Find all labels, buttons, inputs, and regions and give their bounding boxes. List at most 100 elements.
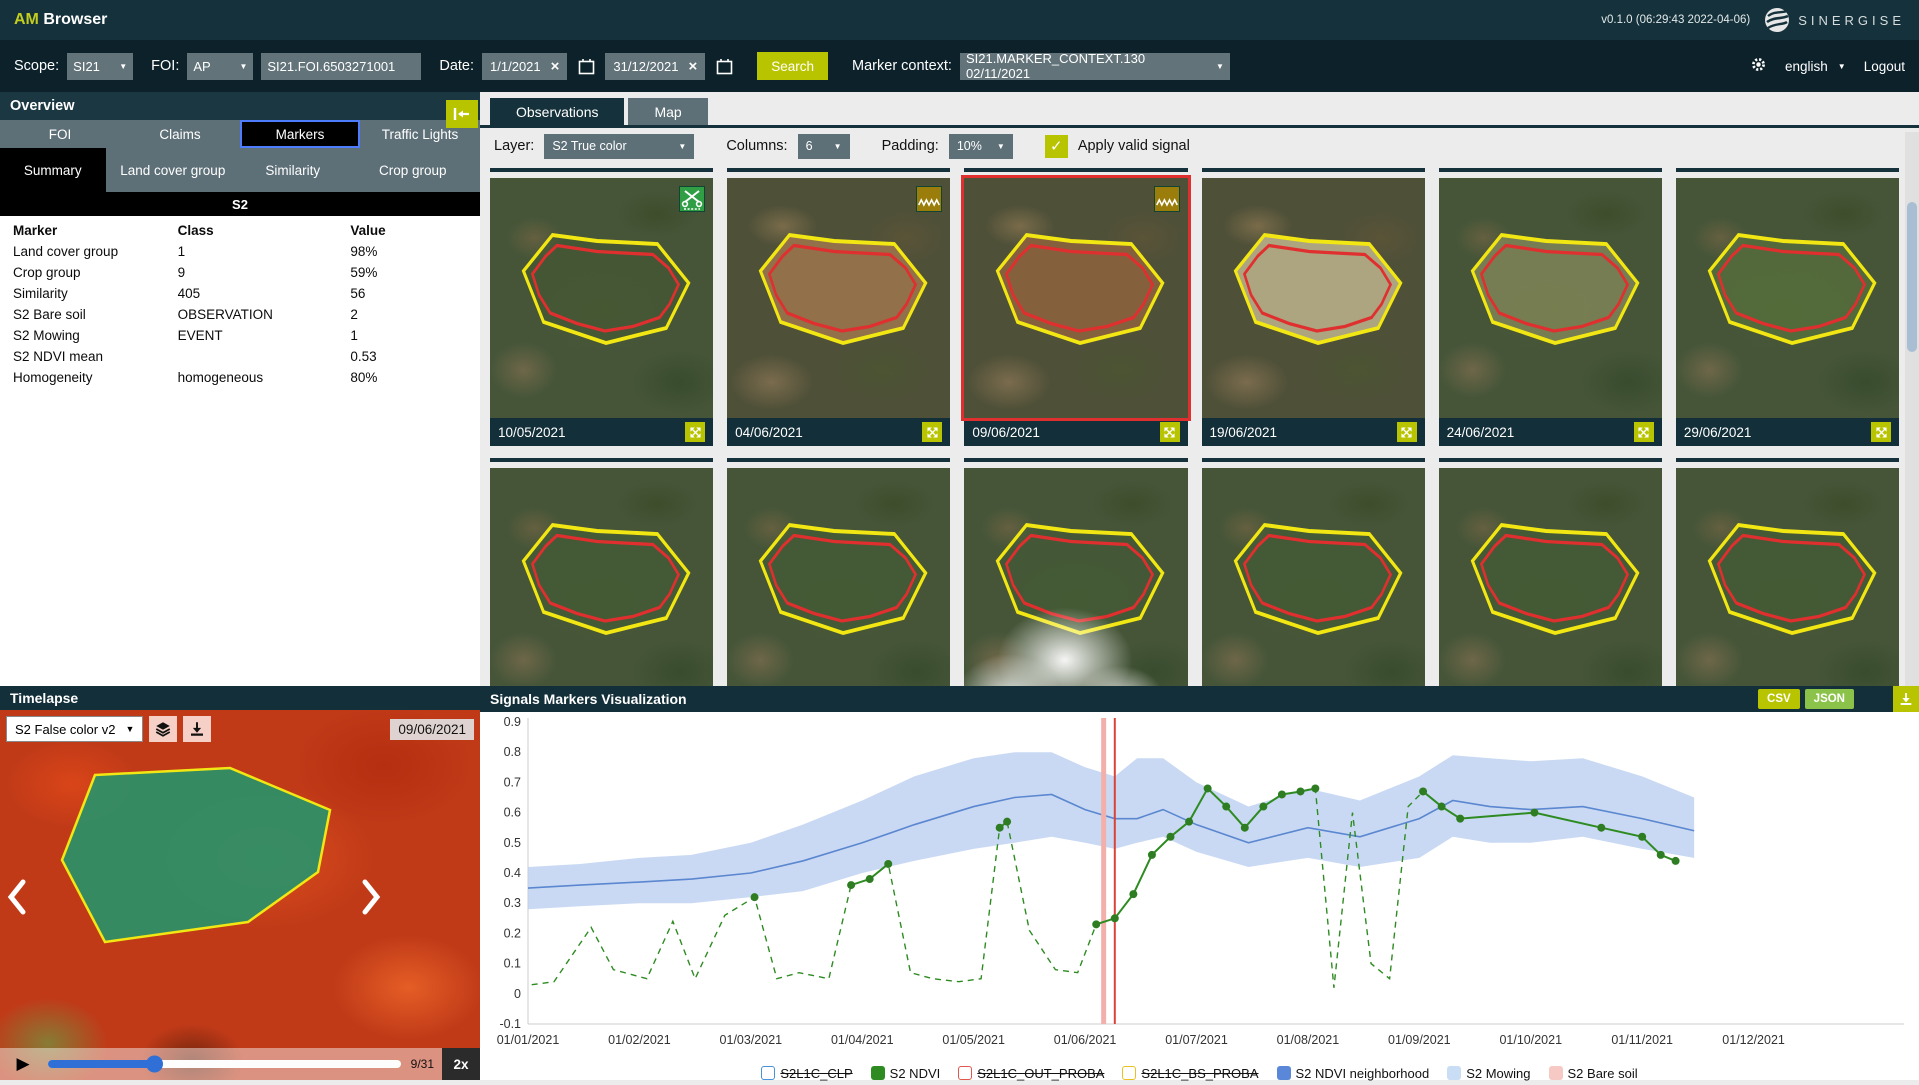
sidebar-subtab-crop-group[interactable]: Crop group: [379, 162, 447, 178]
signals-title: Signals Markers Visualization: [490, 691, 687, 707]
layers-icon[interactable]: [149, 716, 178, 742]
ndvi-observation-dot: [865, 875, 874, 884]
table-header-value: Value: [350, 223, 386, 238]
observation-tile[interactable]: [727, 458, 951, 686]
observation-tile[interactable]: 24/06/2021: [1438, 168, 1662, 446]
expand-tile-button[interactable]: [1159, 422, 1180, 442]
ndvi-observation-dot: [1110, 914, 1119, 923]
next-frame-arrow[interactable]: [358, 877, 384, 917]
play-button[interactable]: ▶: [8, 1054, 38, 1074]
table-row: Homogeneity homogeneous 80%: [0, 367, 480, 388]
date-from-input[interactable]: 1/1/2021 ×: [482, 52, 568, 80]
observation-tile[interactable]: [964, 458, 1188, 686]
clear-date-to-icon[interactable]: ×: [688, 57, 698, 75]
date-to-input[interactable]: 31/12/2021 ×: [605, 52, 706, 80]
field-polygon: [60, 766, 332, 944]
json-export-button[interactable]: JSON: [1804, 689, 1854, 709]
sidebar-subtab-land-cover-group[interactable]: Land cover group: [120, 162, 226, 178]
playback-speed-button[interactable]: 2x: [442, 1048, 480, 1080]
foi-id-input[interactable]: SI21.FOI.6503271001: [261, 52, 422, 80]
sidebar-tab-traffic-lights[interactable]: Traffic Lights: [381, 126, 459, 142]
download-icon[interactable]: [183, 716, 212, 742]
calendar-icon[interactable]: [575, 55, 597, 77]
satellite-image[interactable]: [1675, 178, 1899, 418]
satellite-image[interactable]: [490, 178, 714, 418]
slider-thumb[interactable]: [145, 1055, 163, 1073]
marker-context-label: Marker context:: [852, 58, 952, 74]
tile-top-indicator: [964, 458, 1188, 462]
x-tick-label: 01/08/2021: [1277, 1033, 1340, 1047]
observation-tile[interactable]: [1438, 458, 1662, 686]
ndvi-observation-dot: [995, 823, 1004, 832]
columns-value: 6: [805, 139, 813, 153]
satellite-image[interactable]: [727, 178, 951, 418]
legend-item-s2-ndvi[interactable]: S2 NDVI: [870, 1066, 940, 1081]
satellite-image[interactable]: [964, 468, 1188, 686]
expand-tile-button[interactable]: [1871, 422, 1891, 442]
tab-observations[interactable]: Observations: [490, 98, 625, 125]
scope-select[interactable]: SI21 ▼: [67, 52, 134, 80]
satellite-image[interactable]: [1438, 468, 1662, 686]
search-button[interactable]: Search: [757, 52, 829, 80]
foi-type-select[interactable]: AP ▼: [187, 52, 254, 80]
calendar-icon[interactable]: [713, 55, 735, 77]
sidebar-subtab-summary[interactable]: Summary: [0, 148, 106, 192]
sidebar-tab-markers[interactable]: Markers: [240, 120, 360, 148]
satellite-image[interactable]: [1201, 468, 1425, 686]
foi-id-value: SI21.FOI.6503271001: [267, 58, 396, 74]
marker-context-select[interactable]: SI21.MARKER_CONTEXT.130 02/11/2021 ▼: [959, 51, 1230, 81]
legend-item-s2l1c-out-proba[interactable]: S2L1C_OUT_PROBA: [958, 1066, 1104, 1081]
scrollbar-thumb[interactable]: [1907, 202, 1917, 352]
tile-date: 04/06/2021: [735, 424, 803, 440]
collapse-sidebar-button[interactable]: [446, 100, 478, 128]
observation-tile[interactable]: [1201, 458, 1425, 686]
timelapse-slider[interactable]: [48, 1055, 401, 1073]
expand-tile-button[interactable]: [1396, 422, 1417, 442]
mowing-event-icon: [679, 186, 706, 212]
observation-tile[interactable]: 09/06/2021: [961, 168, 1191, 446]
legend-item-s2-ndvi-neighborhood[interactable]: S2 NDVI neighborhood: [1276, 1066, 1429, 1081]
sidebar-tab-foi[interactable]: FOI: [48, 126, 72, 142]
observation-tile[interactable]: [490, 458, 714, 686]
sinergise-logo-icon: [1765, 8, 1790, 32]
columns-select[interactable]: 6 ▼: [797, 133, 850, 159]
legend-swatch: [1122, 1066, 1137, 1080]
previous-frame-arrow[interactable]: [4, 877, 30, 917]
satellite-image[interactable]: [961, 175, 1191, 421]
observation-tile[interactable]: 04/06/2021: [727, 168, 951, 446]
clear-date-from-icon[interactable]: ×: [550, 57, 560, 75]
settings-gear-icon[interactable]: [1750, 56, 1767, 76]
satellite-image[interactable]: [1201, 178, 1425, 418]
padding-select[interactable]: 10% ▼: [948, 133, 1013, 159]
expand-tile-button[interactable]: [922, 422, 943, 442]
expand-tile-button[interactable]: [1633, 422, 1654, 442]
language-select[interactable]: english ▼: [1785, 59, 1846, 74]
tab-map[interactable]: Map: [628, 98, 708, 125]
observation-tile[interactable]: 29/06/2021: [1675, 168, 1899, 446]
satellite-image[interactable]: [727, 468, 951, 686]
expand-tile-button[interactable]: [685, 422, 706, 442]
satellite-image[interactable]: [490, 468, 714, 686]
layer-select[interactable]: S2 True color ▼: [544, 133, 695, 159]
logout-button[interactable]: Logout: [1863, 58, 1905, 74]
observation-tile[interactable]: [1675, 458, 1899, 686]
sidebar-subtab-similarity[interactable]: Similarity: [265, 162, 321, 178]
tile-top-indicator: [1201, 458, 1425, 462]
legend-item-s2-bare-soil[interactable]: S2 Bare soil: [1548, 1066, 1638, 1081]
apply-valid-signal-checkbox[interactable]: ✓: [1044, 134, 1068, 158]
sinergise-logo: SINERGISE: [1764, 7, 1905, 33]
layer-value: S2 True color: [552, 139, 627, 153]
ndvi-observation-dot: [1129, 890, 1138, 899]
legend-item-s2l1c-bs-proba[interactable]: S2L1C_BS_PROBA: [1122, 1066, 1259, 1081]
observation-tile[interactable]: 19/06/2021: [1201, 168, 1425, 446]
sidebar-tab-claims[interactable]: Claims: [159, 126, 201, 142]
observation-tile[interactable]: 10/05/2021: [490, 168, 714, 446]
legend-item-s2-mowing[interactable]: S2 Mowing: [1447, 1066, 1531, 1081]
satellite-image[interactable]: [1675, 468, 1899, 686]
download-chart-button[interactable]: [1893, 686, 1919, 712]
timelapse-layer-select[interactable]: S2 False color v2 ▼: [6, 716, 144, 742]
csv-export-button[interactable]: CSV: [1758, 689, 1800, 709]
satellite-image[interactable]: [1438, 178, 1662, 418]
legend-item-s2l1c-clp[interactable]: S2L1C_CLP: [761, 1066, 853, 1081]
scrollbar-track[interactable]: [1905, 132, 1919, 686]
